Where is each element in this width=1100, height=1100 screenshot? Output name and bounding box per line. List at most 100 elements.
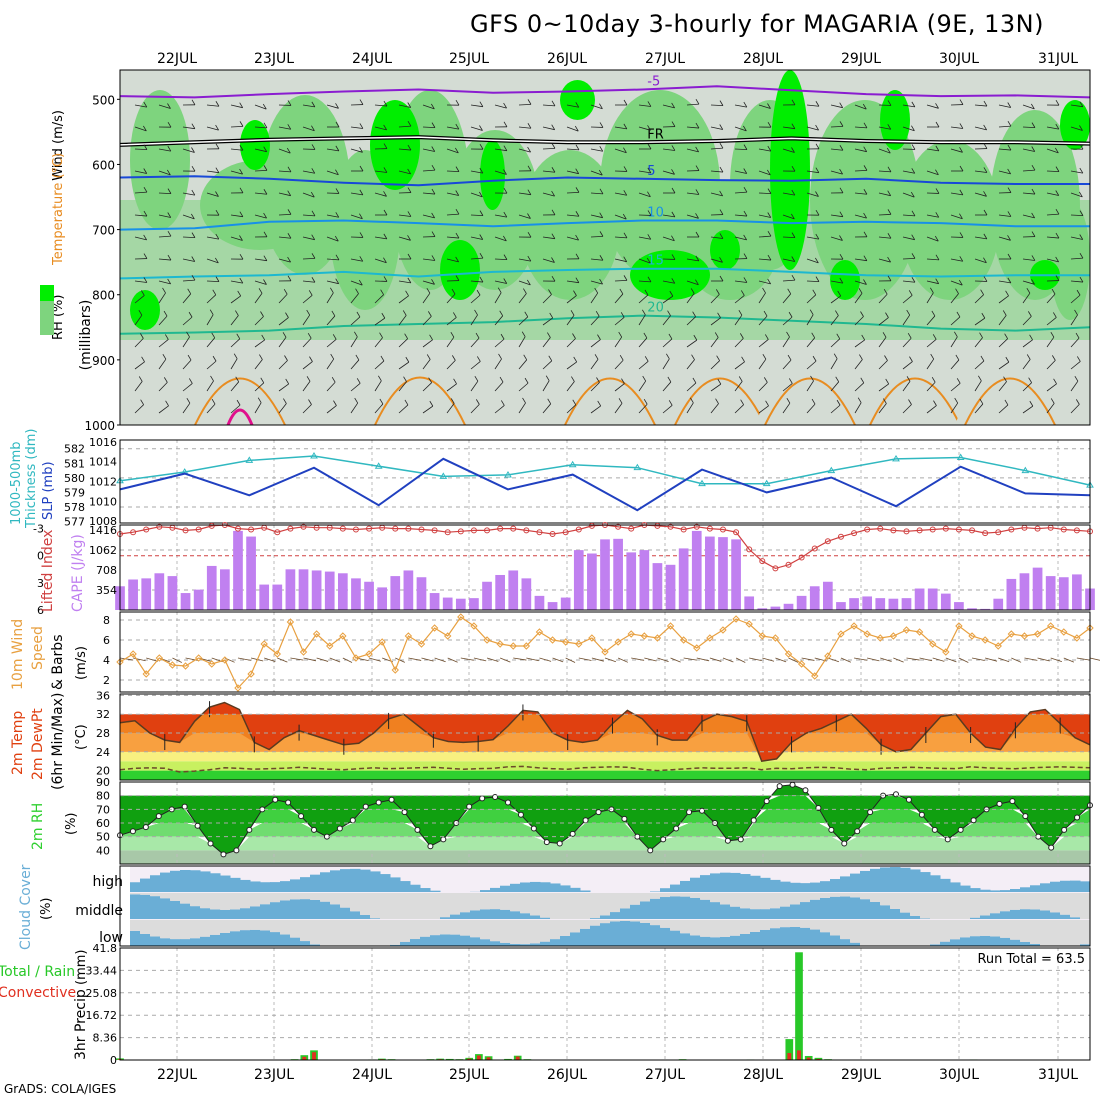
cloud-clear-cell [450,893,461,915]
cloud-clear-cell [540,920,551,942]
wind-barb-flag [983,100,988,107]
rh2m-marker [686,809,693,816]
cloud-clear-cell [290,893,301,900]
wind-speed-marker [706,634,714,642]
wind-barb [782,359,792,370]
pressure-tick-label: 700 [92,224,115,238]
wind-barb-flag [354,397,359,404]
date-tick-label-top: 26JUL [547,51,587,67]
slp-tick-label: 1008 [89,515,117,528]
wind-speed-marker [221,656,229,664]
wind-barb [158,192,172,195]
cloud-cell [690,877,701,892]
wind-barb [350,192,363,196]
wind-barb [590,192,603,195]
cloud-clear-cell [600,893,611,916]
wind-barb-flag [669,290,674,297]
wind-barb-flag [599,122,604,128]
wind-barb-flag [837,290,842,297]
wind-barb [1070,170,1083,174]
wind-barb [782,279,795,282]
wind-barb-flag [767,278,771,285]
wind-barb-flag [622,213,627,220]
wind-speed-marker [601,648,609,656]
cloud-clear-cell [130,920,141,931]
cloud-clear-cell [800,893,811,903]
wind-barb [683,657,697,661]
cloud-cell [790,926,801,946]
wind-barb [1022,316,1032,326]
wind-barb-flag [260,377,265,384]
wind-barb-flag [263,122,268,129]
wind-barb-flag [263,189,268,195]
wind-barb [398,361,410,370]
cloud-cell [930,875,941,892]
wind-barb [950,316,961,326]
wind-barb [686,192,699,195]
cloud-cell [740,874,751,892]
cloud-cell [720,936,731,946]
cloud-cell [400,881,411,892]
wind-speed-marker [981,636,989,644]
wind-barb-flag [547,332,551,338]
wind-barb [670,657,681,663]
wind-barb-flag [1031,212,1035,219]
wind-barb [350,402,359,414]
wind-barb [945,657,957,663]
cloud-clear-cell [700,920,711,937]
wind-speed-marker [640,632,649,640]
rh2m-area [120,836,1090,855]
wind-barb [710,236,723,239]
rh2m-line [119,784,1091,855]
wind-barb [662,280,675,284]
wind-barb [734,361,745,370]
rh2m-marker [1074,814,1081,821]
wind-barb [998,236,1011,241]
wind-barb [134,236,147,241]
rh2m-marker [569,830,576,837]
rh2m-marker [1048,844,1055,851]
wind-barb-flag [239,235,243,241]
wind-barb [971,657,985,661]
wind-speed-marker [273,650,282,658]
wind-barb-flag [959,213,963,219]
wind-barb-flag [839,102,844,108]
wind-barb-flag [451,355,456,361]
wind-barb [591,657,604,662]
chart-title: GFS 0~10day 3-hourly for MAGARIA (9E, 13… [470,10,1044,38]
wind-barb-flag [741,356,745,362]
cloud-clear-cell [890,920,901,946]
wind-barb-flag [762,287,766,294]
wind-barb [277,657,288,663]
wind-speed-marker [1073,634,1081,642]
wind-barb-flag [455,275,460,281]
lifted-index-marker [851,530,858,537]
wind-barb-flag [692,377,697,384]
wind-barb [518,359,528,370]
cloud-clear-cell [930,920,941,945]
wind-barb-flag [138,376,143,382]
wind-barb-flag [285,312,289,318]
rh-low-region [365,352,475,425]
wind-barb [134,170,147,174]
wind-barb-flag [407,187,412,193]
cloud-cell [850,897,861,919]
wind-barb [998,361,1010,370]
wind-barb [230,315,239,326]
wind-barb-flag [575,234,579,241]
wind-barb [254,169,268,172]
wind-barb [134,104,147,108]
wind-barb-flag [167,122,172,128]
cape-bar [141,578,152,610]
cloud-clear-cell [280,893,291,901]
cloud-cell [800,902,811,919]
wind-barb [638,170,651,174]
cloud-clear-cell [1060,893,1071,915]
wind-barb-flag [791,123,796,129]
cloud-cell [850,873,861,892]
cloud-cell [950,939,961,946]
wind-barb-flag [575,144,580,151]
wind-barb-flag [1055,275,1060,281]
wind-barb-flag [573,290,577,296]
wind-barb-flag [839,254,844,260]
